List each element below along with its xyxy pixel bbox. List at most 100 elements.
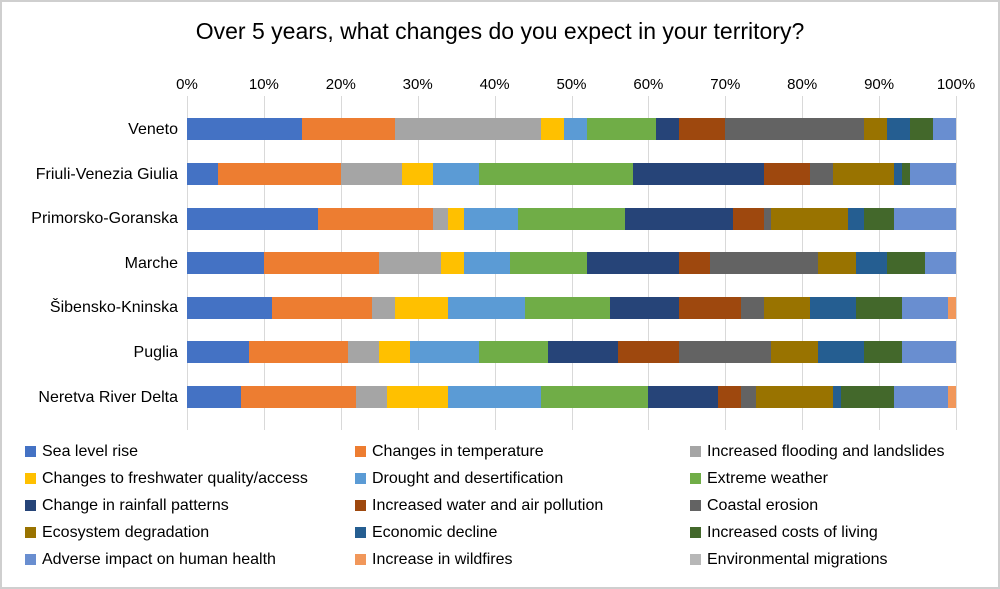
stacked-bar — [187, 296, 956, 319]
bar-segment — [679, 252, 710, 275]
bar-segment — [656, 118, 680, 141]
legend-swatch-icon — [25, 554, 36, 565]
bar-segment — [248, 341, 349, 364]
x-axis-tick-label: 70% — [710, 76, 741, 93]
category-label: Marche — [124, 254, 178, 272]
bar-segment — [740, 385, 756, 408]
legend-label: Adverse impact on human health — [42, 550, 276, 568]
legend-swatch-icon — [355, 554, 366, 565]
bar-segment — [840, 385, 895, 408]
bar-segment — [932, 118, 956, 141]
bar-segment — [586, 118, 657, 141]
legend-label: Sea level rise — [42, 442, 139, 460]
legend-swatch-icon — [690, 527, 701, 538]
bar-segment — [771, 207, 849, 230]
bar-segment — [217, 162, 341, 185]
bar-segment — [463, 252, 510, 275]
bar-segment — [832, 162, 895, 185]
bar-segment — [187, 385, 241, 408]
legend-label: Increased flooding and landslides — [707, 442, 945, 460]
bar-segment — [848, 207, 864, 230]
bar-segment — [894, 385, 949, 408]
bar-segment — [548, 341, 618, 364]
legend-swatch-icon — [25, 527, 36, 538]
bar-segment — [886, 118, 910, 141]
x-axis-tick-label: 20% — [325, 76, 356, 93]
bar-segment — [771, 341, 818, 364]
bar-segment — [679, 118, 726, 141]
bar-segment — [817, 252, 856, 275]
bar-segment — [379, 341, 410, 364]
legend-item: Change in rainfall patterns — [25, 492, 355, 519]
bar-segment — [409, 341, 480, 364]
bar-segment — [348, 341, 380, 364]
bar-segment — [394, 118, 541, 141]
bar-segment — [302, 118, 395, 141]
x-axis-tick-label: 40% — [479, 76, 510, 93]
legend-item: Changes to freshwater quality/access — [25, 465, 355, 492]
bar-segment — [863, 341, 903, 364]
bar-segment — [525, 296, 610, 319]
bar-segment — [317, 207, 434, 230]
bar-segment — [679, 296, 741, 319]
bar-segment — [863, 207, 895, 230]
bar-segment — [517, 207, 626, 230]
bar-segment — [433, 207, 449, 230]
legend-item: Increase in wildfires — [355, 546, 690, 573]
legend-label: Change in rainfall patterns — [42, 496, 229, 514]
x-axis-tick-label: 10% — [248, 76, 279, 93]
legend-item: Increased water and air pollution — [355, 492, 690, 519]
legend: Sea level rise Changes in temperature Incr… — [25, 438, 990, 573]
bar-segment — [763, 207, 772, 230]
bar-segment — [187, 341, 249, 364]
legend-swatch-icon — [690, 554, 701, 565]
bar-segment — [902, 296, 949, 319]
bar-segment — [433, 162, 480, 185]
legend-label: Economic decline — [372, 523, 498, 541]
bar-segment — [894, 207, 956, 230]
bar-segment — [187, 296, 272, 319]
legend-label: Environmental migrations — [707, 550, 888, 568]
x-axis-tick-label: 60% — [633, 76, 664, 93]
bar-segment — [379, 252, 441, 275]
bar-segment — [394, 296, 449, 319]
stacked-bar — [187, 162, 956, 185]
legend-item: Increased flooding and landslides — [690, 438, 990, 465]
legend-swatch-icon — [25, 500, 36, 511]
legend-swatch-icon — [355, 500, 366, 511]
legend-item: Adverse impact on human health — [25, 546, 355, 573]
bar-segment — [648, 385, 718, 408]
legend-swatch-icon — [355, 527, 366, 538]
bar-segment — [448, 207, 464, 230]
bar-segment — [540, 118, 564, 141]
legend-item: Economic decline — [355, 519, 690, 546]
bar-segment — [448, 385, 541, 408]
stacked-bar — [187, 385, 956, 408]
legend-swatch-icon — [690, 473, 701, 484]
bar-segment — [240, 385, 357, 408]
stacked-bar — [187, 252, 956, 275]
category-label: Neretva River Delta — [38, 388, 178, 406]
bar-segment — [509, 252, 587, 275]
x-axis-tick-label: 30% — [402, 76, 433, 93]
bar-segment — [886, 252, 926, 275]
bar-segment — [902, 341, 956, 364]
legend-label: Extreme weather — [707, 469, 828, 487]
bar-segment — [586, 252, 680, 275]
bar-segment — [609, 296, 680, 319]
bar-segment — [948, 296, 956, 319]
bar-segment — [440, 252, 464, 275]
legend-item: Ecosystem degradation — [25, 519, 355, 546]
bar-segment — [740, 296, 764, 319]
legend-item: Environmental migrations — [690, 546, 990, 573]
bar-segment — [448, 296, 526, 319]
bar-segment — [763, 296, 810, 319]
bar-segment — [356, 385, 387, 408]
bar-segment — [817, 341, 864, 364]
bar-segment — [709, 252, 818, 275]
bar-segment — [479, 162, 633, 185]
bar-segment — [855, 252, 887, 275]
bar-segment — [340, 162, 403, 185]
legend-swatch-icon — [25, 446, 36, 457]
bar-segment — [625, 207, 733, 230]
